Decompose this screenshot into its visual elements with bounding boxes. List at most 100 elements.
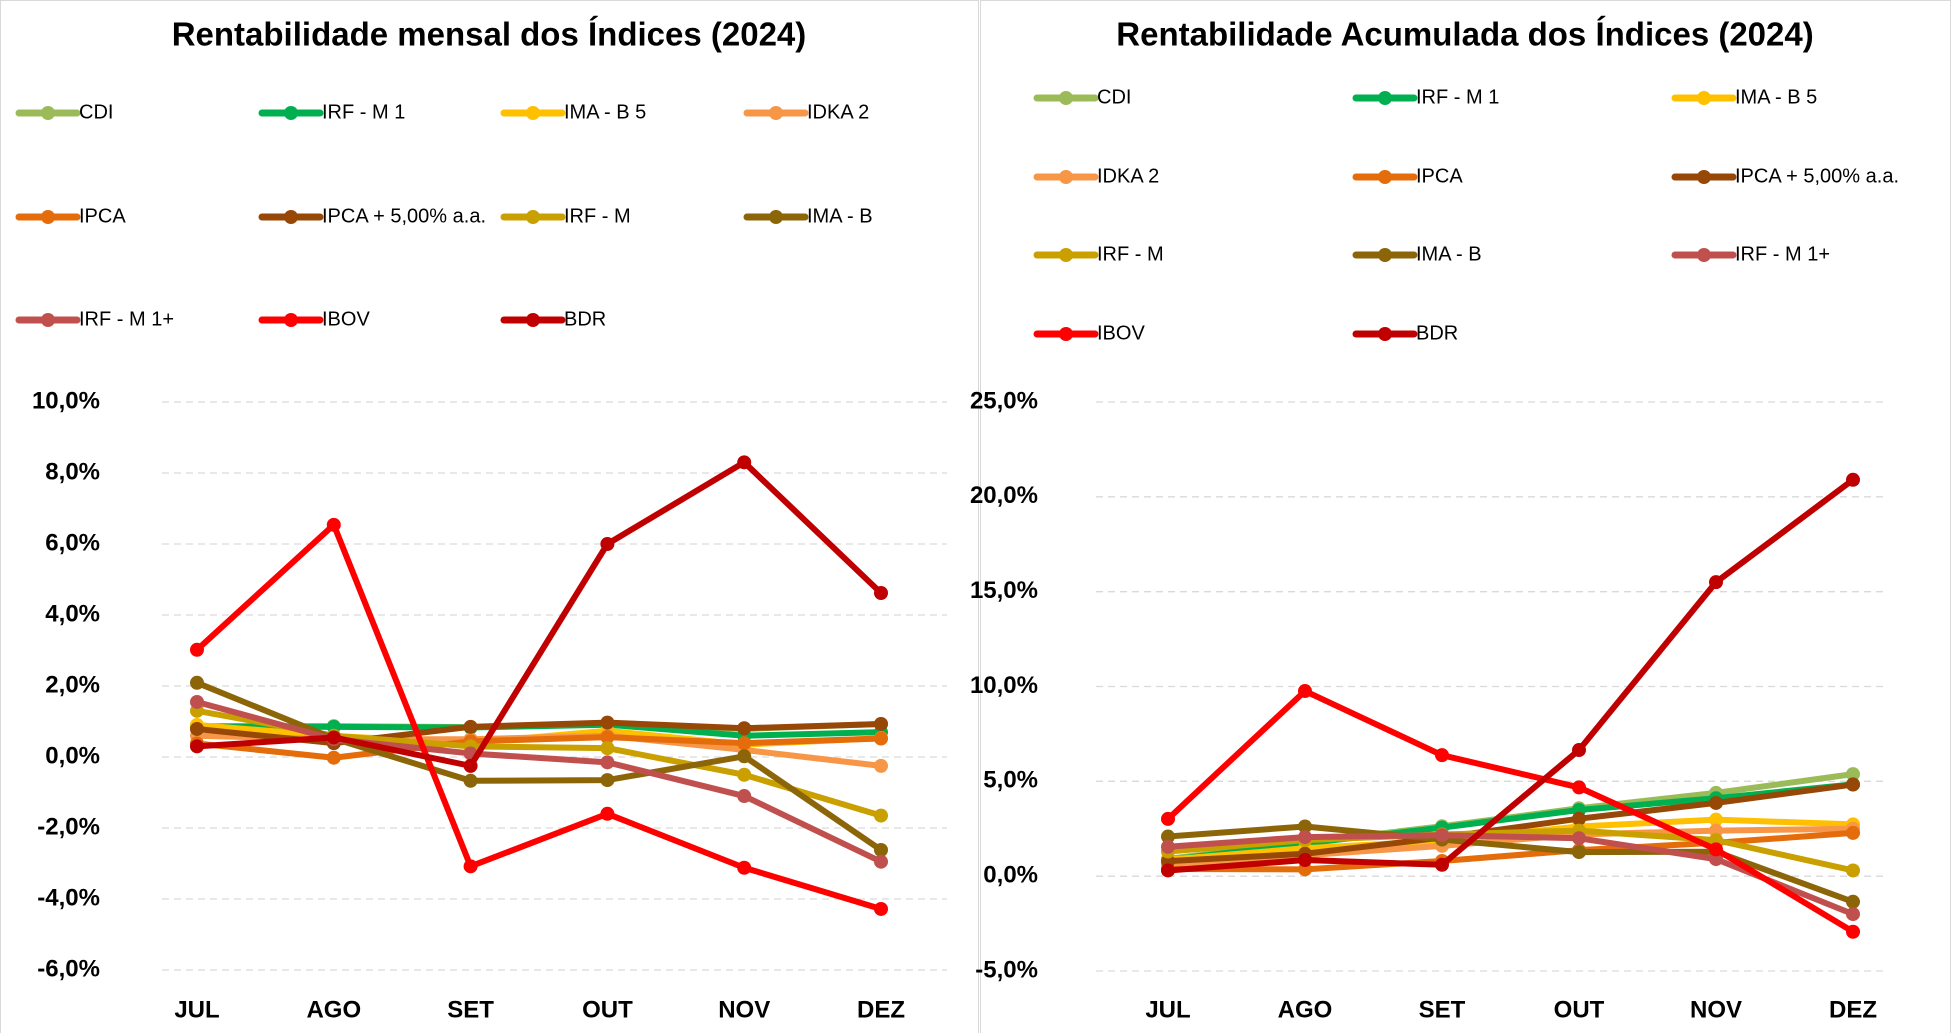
data-point bbox=[737, 789, 752, 804]
data-point bbox=[1846, 472, 1860, 487]
panel bbox=[0, 0, 979, 1033]
data-point bbox=[1435, 857, 1449, 872]
legend-marker bbox=[526, 313, 540, 327]
legend-label: IBOV bbox=[1097, 322, 1145, 344]
y-tick-label: 2,0% bbox=[45, 671, 100, 698]
series-line bbox=[1167, 829, 1854, 873]
legend-marker bbox=[1059, 91, 1073, 105]
data-point bbox=[190, 721, 204, 736]
legend-marker bbox=[769, 106, 783, 120]
data-point bbox=[1846, 767, 1860, 782]
data-point bbox=[874, 808, 888, 823]
x-tick-label: JUL bbox=[174, 996, 219, 1023]
data-point bbox=[874, 901, 888, 916]
legend-marker bbox=[1378, 91, 1392, 105]
legend-marker bbox=[769, 210, 783, 224]
data-point bbox=[463, 719, 478, 734]
x-tick-label: NOV bbox=[1690, 996, 1742, 1023]
series-line bbox=[196, 734, 882, 761]
legend-label: IPCA + 5,00% a.a. bbox=[1735, 165, 1899, 187]
data-point bbox=[326, 517, 341, 532]
data-point bbox=[463, 859, 478, 874]
data-point bbox=[874, 731, 888, 746]
legend-label: IRF - M bbox=[1097, 243, 1164, 265]
data-point bbox=[1298, 830, 1312, 845]
legend-marker bbox=[41, 210, 55, 224]
chart-title: Rentabilidade mensal dos Índices (2024) bbox=[172, 16, 807, 53]
x-tick-label: AGO bbox=[1278, 996, 1333, 1023]
legend-label: IPCA bbox=[1416, 165, 1463, 187]
data-point bbox=[1435, 828, 1449, 843]
data-point bbox=[1572, 780, 1586, 795]
data-point bbox=[1161, 811, 1175, 826]
y-tick-label: 4,0% bbox=[45, 600, 100, 627]
series-line bbox=[1167, 477, 1855, 874]
series-line bbox=[1165, 688, 1855, 935]
legend-label: BDR bbox=[1416, 322, 1458, 344]
data-point bbox=[1709, 852, 1723, 867]
legend-label: IMA - B bbox=[807, 205, 873, 227]
data-point bbox=[1572, 743, 1586, 758]
data-point bbox=[1709, 575, 1723, 590]
data-point bbox=[1435, 748, 1449, 763]
series-line bbox=[196, 459, 884, 769]
data-point bbox=[1298, 819, 1312, 834]
legend-label: IPCA bbox=[79, 205, 126, 227]
y-tick-label: 10,0% bbox=[32, 387, 100, 414]
data-point bbox=[1298, 684, 1312, 699]
data-point bbox=[463, 758, 478, 773]
y-tick-label: 25,0% bbox=[970, 387, 1038, 414]
data-point bbox=[1846, 894, 1860, 909]
series-line bbox=[1167, 781, 1854, 865]
legend-label: IRF - M 1+ bbox=[1735, 243, 1830, 265]
legend-marker bbox=[284, 210, 298, 224]
y-tick-label: 10,0% bbox=[970, 672, 1038, 699]
x-tick-label: NOV bbox=[718, 996, 770, 1023]
data-point bbox=[874, 854, 888, 869]
legend-label: IDKA 2 bbox=[807, 101, 869, 123]
y-tick-label: 20,0% bbox=[970, 482, 1038, 509]
data-point bbox=[190, 739, 204, 754]
legend-label: IBOV bbox=[322, 308, 370, 330]
legend-marker bbox=[526, 106, 540, 120]
data-point bbox=[1846, 863, 1860, 878]
y-tick-label: -5,0% bbox=[975, 956, 1038, 983]
data-point bbox=[737, 767, 752, 782]
y-tick-label: 6,0% bbox=[45, 529, 100, 556]
y-tick-label: 5,0% bbox=[983, 767, 1038, 794]
legend-marker bbox=[1697, 170, 1711, 184]
data-point bbox=[190, 642, 204, 657]
legend-marker bbox=[41, 106, 55, 120]
legend-label: CDI bbox=[79, 101, 113, 123]
data-point bbox=[463, 773, 478, 788]
legend-marker bbox=[1059, 248, 1073, 262]
x-tick-label: AGO bbox=[306, 996, 361, 1023]
legend-marker bbox=[1697, 248, 1711, 262]
legend-label: IRF - M 1+ bbox=[79, 308, 174, 330]
data-point bbox=[1846, 825, 1860, 840]
legend-marker bbox=[526, 210, 540, 224]
legend-marker bbox=[1697, 91, 1711, 105]
data-point bbox=[737, 721, 752, 736]
data-point bbox=[600, 773, 615, 788]
series-line bbox=[1167, 827, 1854, 874]
data-point bbox=[1298, 853, 1312, 868]
x-tick-label: OUT bbox=[582, 996, 633, 1023]
y-tick-label: -6,0% bbox=[37, 955, 100, 982]
data-point bbox=[737, 860, 752, 875]
data-point bbox=[1846, 907, 1860, 922]
series-line bbox=[1167, 781, 1854, 863]
legend-label: IRF - M 1 bbox=[1416, 86, 1499, 108]
data-point bbox=[1161, 839, 1175, 854]
x-tick-label: JUL bbox=[1145, 996, 1190, 1023]
y-tick-label: 8,0% bbox=[45, 458, 100, 485]
legend-marker bbox=[1059, 327, 1073, 341]
legend-marker bbox=[1378, 327, 1392, 341]
y-tick-label: 15,0% bbox=[970, 577, 1038, 604]
data-point bbox=[737, 749, 752, 764]
series-line bbox=[195, 680, 883, 853]
data-point bbox=[874, 585, 888, 600]
y-tick-label: 0,0% bbox=[45, 742, 100, 769]
data-point bbox=[600, 741, 615, 756]
